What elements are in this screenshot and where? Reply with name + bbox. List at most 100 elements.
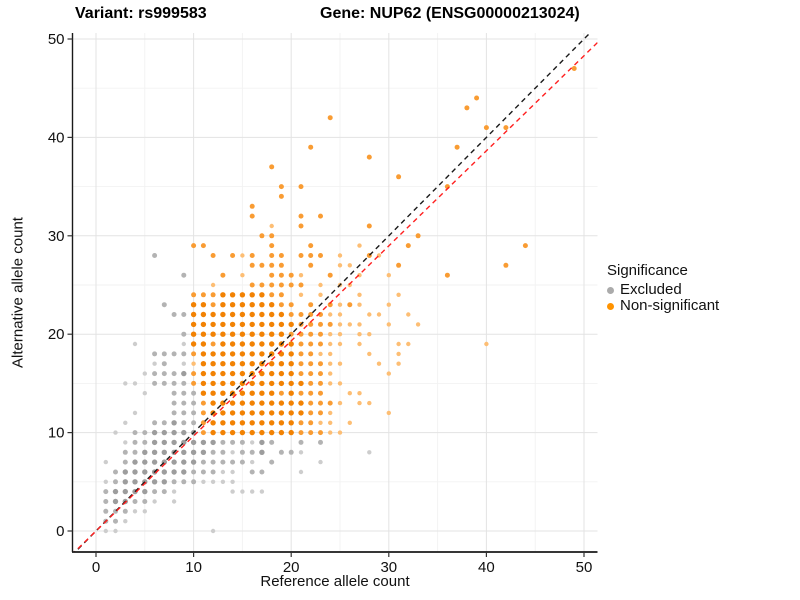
data-point [367, 450, 372, 455]
data-point [269, 420, 275, 426]
expected-ratio-line [73, 41, 598, 552]
data-point [191, 410, 197, 416]
y-tick-label: 10 [48, 425, 65, 442]
data-point [278, 380, 285, 387]
data-point [503, 125, 509, 131]
data-point [239, 331, 246, 337]
data-point [151, 439, 158, 446]
data-point [210, 302, 216, 308]
data-point [122, 449, 128, 455]
data-point [308, 380, 314, 386]
x-tick-label: 10 [185, 559, 202, 576]
data-point [337, 253, 343, 258]
gridlines [72, 33, 598, 552]
data-point [259, 292, 265, 298]
data-point [337, 400, 343, 406]
data-point [113, 469, 118, 475]
data-point [328, 312, 333, 317]
data-point [278, 331, 285, 337]
data-point [367, 351, 372, 357]
data-point [229, 361, 236, 367]
data-point [288, 380, 294, 387]
data-point [308, 302, 314, 308]
data-point [210, 292, 216, 298]
data-point [269, 341, 275, 347]
data-point [249, 400, 255, 406]
data-point [142, 499, 148, 504]
data-point [278, 292, 284, 298]
data-point [308, 390, 314, 396]
data-point [230, 459, 236, 465]
data-point [181, 370, 187, 377]
data-point [288, 351, 294, 357]
data-point [259, 302, 265, 308]
data-point [269, 321, 275, 328]
data-point [484, 341, 489, 347]
data-point [200, 321, 207, 328]
data-point [366, 154, 372, 160]
data-point [229, 292, 236, 298]
data-point [132, 509, 138, 514]
data-point [132, 449, 138, 455]
data-point [278, 429, 285, 436]
data-point [171, 410, 177, 416]
data-point [200, 341, 207, 347]
data-point [278, 449, 284, 455]
data-point [210, 361, 216, 367]
data-point [318, 439, 323, 445]
data-point [191, 351, 197, 357]
y-tick-label: 20 [48, 326, 65, 343]
data-point [308, 371, 314, 377]
y-tick-label: 30 [48, 228, 65, 245]
data-point [220, 321, 226, 328]
data-point [239, 459, 245, 465]
data-point [288, 410, 294, 416]
data-point [142, 439, 148, 445]
data-point [249, 203, 255, 209]
data-point [318, 430, 323, 436]
data-point [328, 371, 333, 376]
data-point [328, 420, 333, 425]
data-point [259, 321, 265, 328]
data-point [278, 253, 284, 258]
data-point [278, 370, 285, 377]
data-point [181, 361, 186, 366]
data-point [249, 429, 255, 436]
data-point [152, 499, 157, 504]
data-point [171, 459, 177, 465]
data-point [337, 332, 343, 337]
data-point [200, 311, 207, 318]
data-point [239, 311, 246, 318]
data-point [396, 174, 402, 180]
data-point [239, 341, 246, 347]
data-point [181, 479, 187, 485]
data-point [191, 361, 196, 366]
data-point [386, 371, 391, 376]
data-point [142, 488, 148, 495]
data-point [308, 400, 314, 406]
data-point [230, 479, 235, 484]
data-point [190, 331, 197, 337]
data-point [259, 262, 265, 268]
data-point [278, 262, 284, 268]
data-point [132, 439, 138, 445]
data-point [337, 263, 343, 268]
data-point [298, 253, 304, 258]
data-point [318, 341, 323, 347]
legend-title: Significance [607, 262, 688, 279]
data-point [386, 410, 391, 416]
data-point [181, 331, 187, 337]
data-point [239, 429, 246, 436]
data-point [220, 361, 226, 367]
data-point [327, 115, 333, 121]
data-point [220, 439, 226, 445]
data-point [396, 292, 401, 297]
data-point [259, 469, 265, 475]
data-point [123, 381, 128, 386]
data-point [259, 429, 265, 436]
data-point [113, 518, 118, 524]
data-point [288, 272, 294, 278]
y-tick-label: 0 [56, 523, 64, 540]
data-point [308, 262, 314, 268]
data-point [103, 479, 109, 484]
